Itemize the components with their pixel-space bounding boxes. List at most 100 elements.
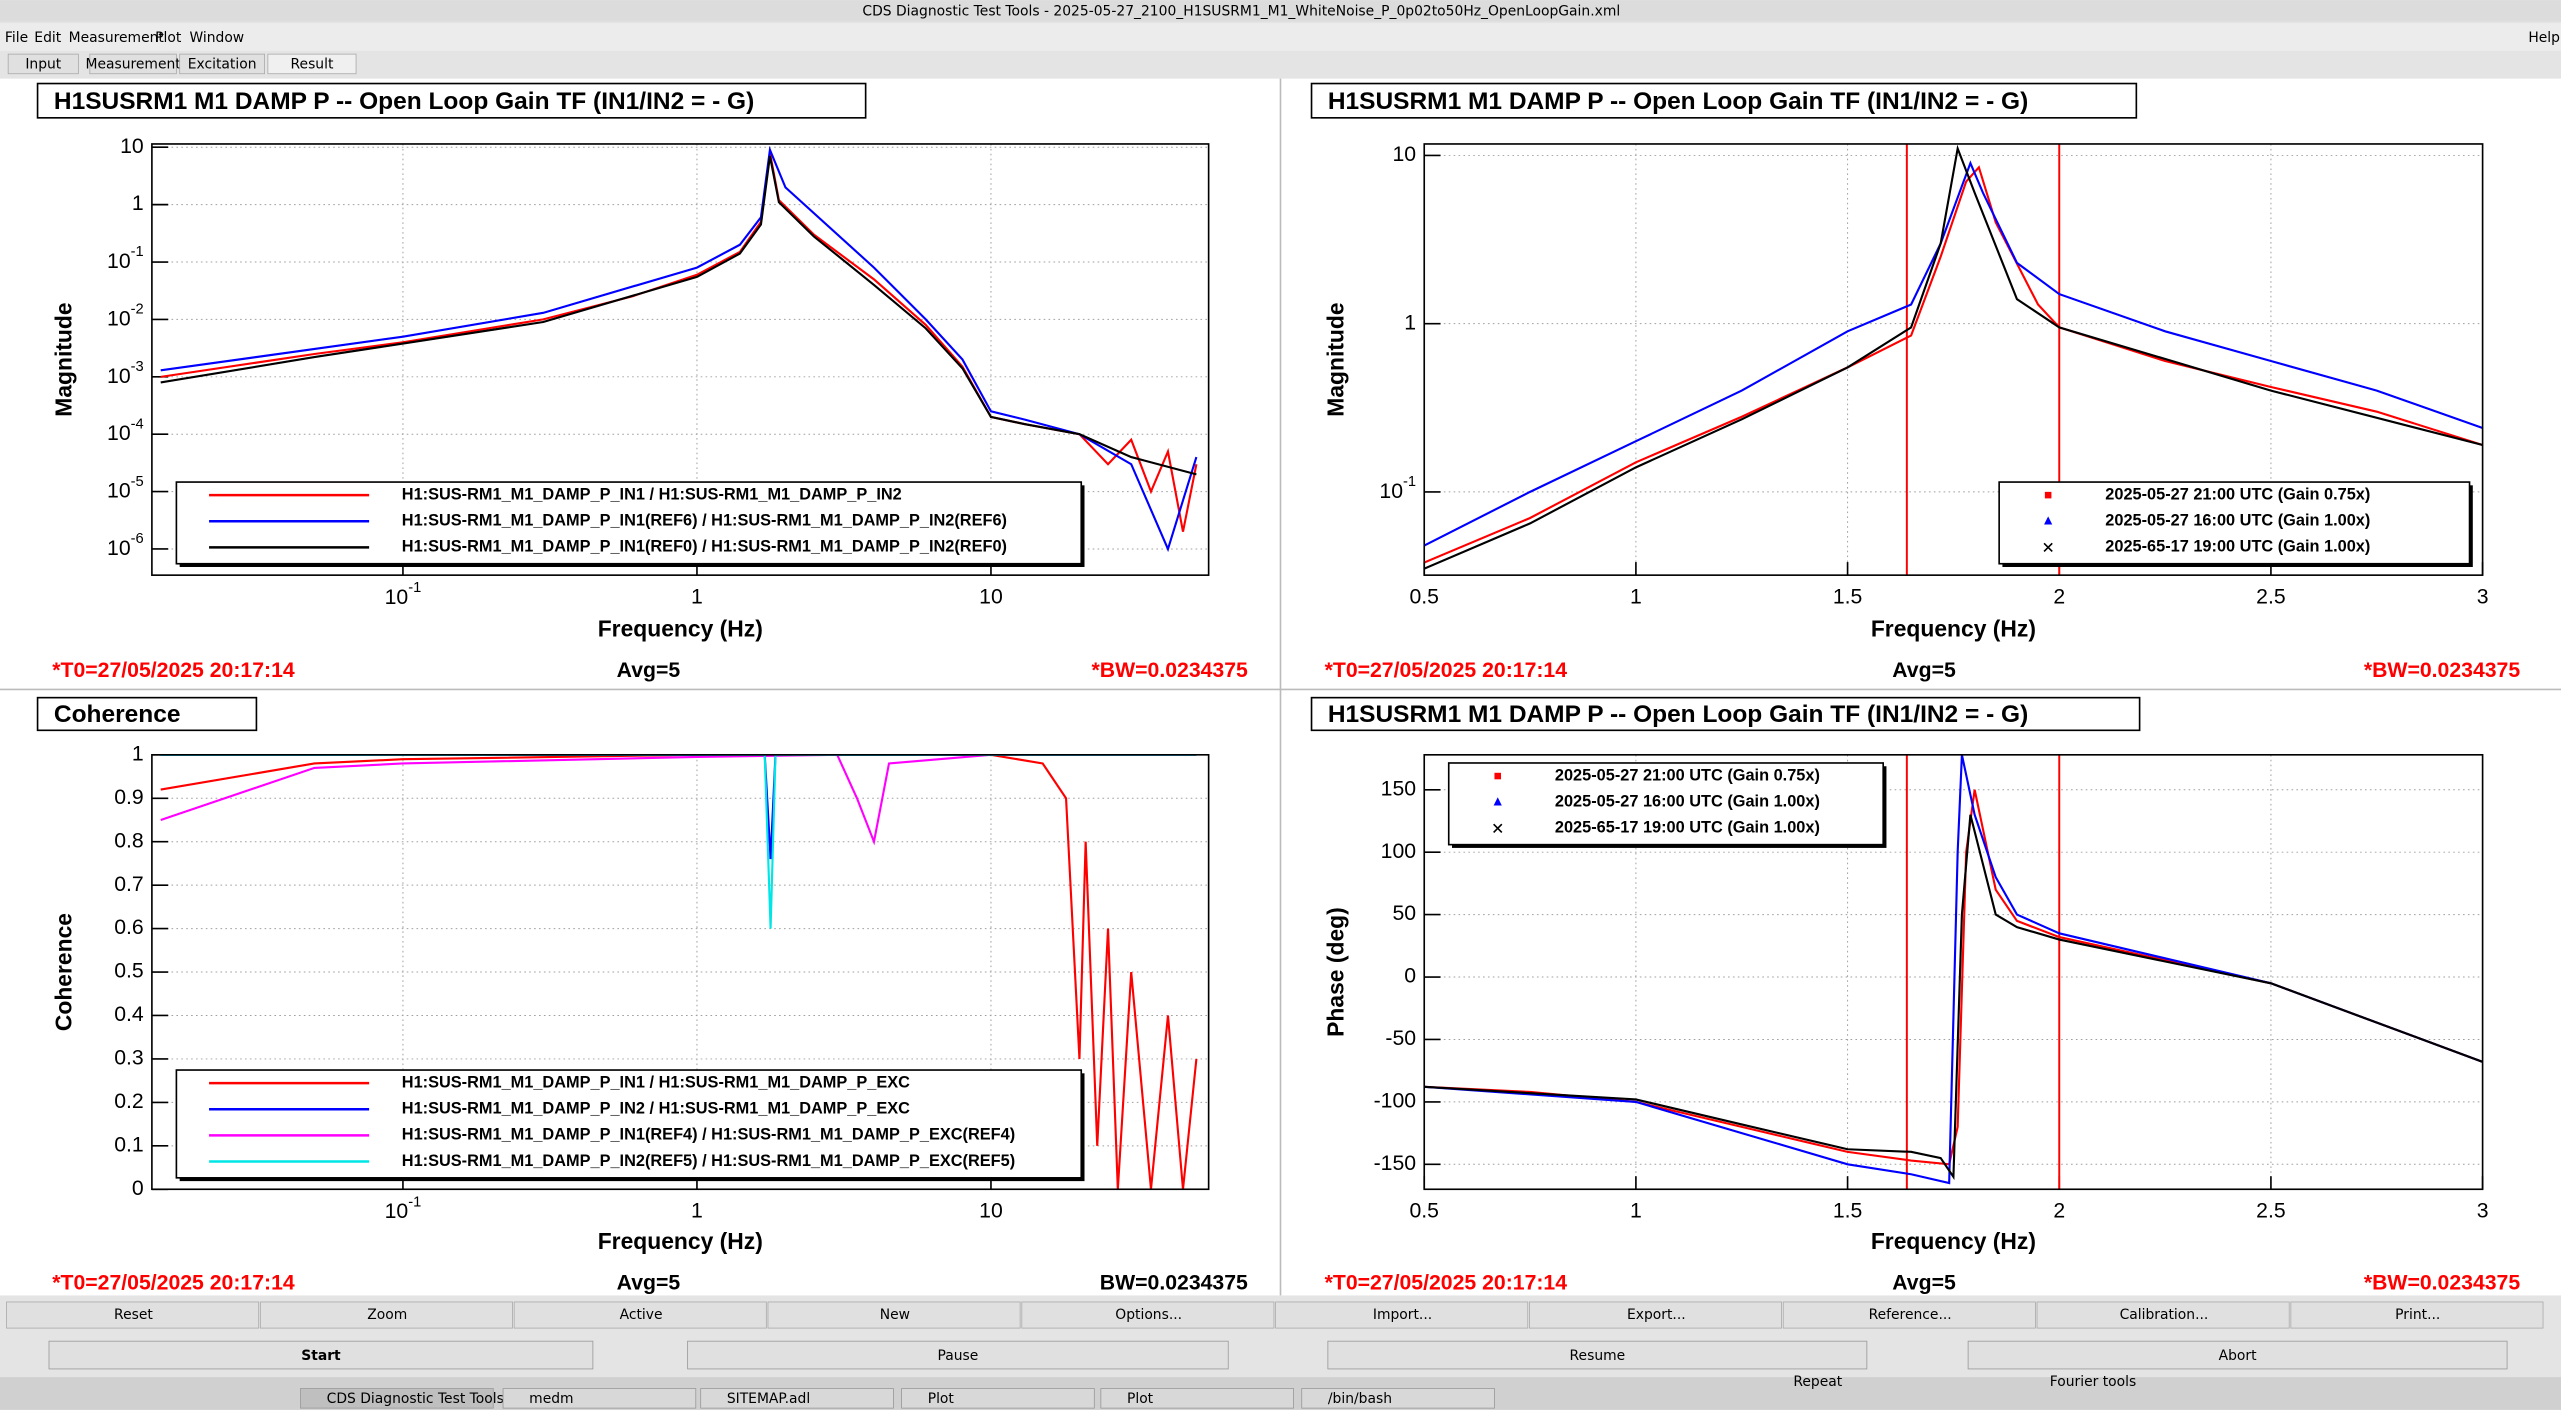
tick-label: 0.4 [114, 1003, 144, 1026]
legend-box [1998, 481, 2471, 565]
tick-label: 0.3 [114, 1047, 144, 1070]
data-line [160, 754, 1197, 929]
taskbar-item[interactable] [300, 1388, 494, 1409]
plot-border [151, 143, 1210, 576]
footer-text: *T0=27/05/2025 20:17:14 [1325, 659, 1568, 682]
taskbar-item[interactable] [1301, 1388, 1495, 1409]
button[interactable] [1275, 1301, 1529, 1329]
button-label[interactable]: Zoom [367, 1307, 407, 1323]
panel-title: H1SUSRM1 M1 DAMP P -- Open Loop Gain TF … [1328, 88, 2028, 115]
button-label[interactable]: Active [620, 1307, 663, 1323]
taskbar-item[interactable] [1100, 1388, 1294, 1409]
data-line [1424, 789, 2483, 1166]
tick-label: 0 [1404, 965, 1416, 988]
footer-text: Avg=5 [1892, 659, 1956, 682]
tick-exp: -6 [131, 531, 144, 547]
taskbar-label[interactable]: SITEMAP.adl [727, 1391, 810, 1407]
footer-text: *T0=27/05/2025 20:17:14 [52, 659, 295, 682]
tab-bar [0, 52, 2561, 76]
tick-label: 0 [132, 1177, 144, 1200]
legend-label: H1:SUS-RM1_M1_DAMP_P_IN2(REF5) / H1:SUS-… [402, 1152, 1015, 1170]
panel-title-box [1310, 82, 2138, 119]
menu-item[interactable]: Plot [155, 30, 182, 46]
menu-item[interactable]: Window [189, 30, 244, 46]
data-line [160, 155, 1197, 476]
tick-exp: -1 [131, 244, 144, 260]
menu-help[interactable]: Help [2528, 30, 2560, 46]
tab-label[interactable]: Input [25, 57, 61, 73]
taskbar-label[interactable]: CDS Diagnostic Test Tools ... [327, 1391, 522, 1407]
tab[interactable] [89, 53, 177, 75]
tick-label: 150 [1381, 777, 1416, 800]
button[interactable] [2036, 1301, 2290, 1329]
tab-label[interactable]: Result [291, 57, 334, 73]
tick-label: 10 [1392, 143, 1416, 166]
tick-label: 0.8 [114, 829, 144, 852]
taskbar-item[interactable] [901, 1388, 1095, 1409]
button[interactable] [6, 1301, 260, 1329]
button-label[interactable]: Options... [1115, 1307, 1182, 1323]
tick-label: 10-3 [107, 359, 144, 388]
tick-base: 10 [385, 586, 409, 609]
control-button[interactable] [1327, 1340, 1868, 1370]
y-axis-label: Phase (deg) [1323, 907, 1349, 1037]
menu-item[interactable]: File [5, 30, 28, 46]
panel-title-box [1310, 696, 2141, 732]
button-label[interactable]: Print... [2395, 1307, 2440, 1323]
taskbar-label[interactable]: medm [529, 1391, 573, 1407]
control-button[interactable] [48, 1340, 594, 1370]
tick-label: 1 [1630, 1200, 1642, 1223]
taskbar-item[interactable] [502, 1388, 697, 1409]
taskbar-item[interactable] [700, 1388, 894, 1409]
button[interactable] [1021, 1301, 1275, 1329]
taskbar-label[interactable]: Plot [1127, 1391, 1154, 1407]
footer-text: Avg=5 [617, 659, 681, 682]
legend-label: 2025-05-27 16:00 UTC (Gain 1.00x) [2105, 512, 2370, 530]
control-label[interactable]: Start [301, 1348, 341, 1364]
tick-label: 1 [1630, 586, 1642, 609]
button[interactable] [513, 1301, 767, 1329]
tick-label: -100 [1374, 1089, 1416, 1112]
control-button[interactable] [687, 1340, 1229, 1370]
tab-label[interactable]: Measurement [85, 57, 181, 73]
button-label[interactable]: Export... [1627, 1307, 1686, 1323]
legend-label: 2025-05-27 21:00 UTC (Gain 0.75x) [1555, 766, 1820, 784]
tab[interactable] [7, 53, 79, 75]
taskbar-label[interactable]: Plot [928, 1391, 955, 1407]
tick-label: 10-6 [107, 531, 144, 560]
tick-exp: -1 [1403, 474, 1416, 490]
tick-exp: -1 [408, 1194, 421, 1210]
tab[interactable] [267, 53, 357, 75]
tab-label[interactable]: Excitation [188, 57, 257, 73]
x-axis-label: Frequency (Hz) [598, 616, 763, 642]
footer-text: *BW=0.0234375 [2364, 659, 2521, 682]
control-label[interactable]: Abort [2219, 1348, 2257, 1364]
tick-label: 0.9 [114, 786, 144, 809]
tick-base: 10 [385, 1200, 409, 1223]
tick-label: 10-1 [385, 1194, 422, 1223]
button-label[interactable]: New [880, 1307, 910, 1323]
menu-item[interactable]: Edit [34, 30, 61, 46]
button-label[interactable]: Reset [114, 1307, 153, 1323]
control-label[interactable]: Pause [938, 1348, 979, 1364]
y-axis-label: Magnitude [1323, 302, 1349, 416]
menu-item[interactable]: Measurement [69, 30, 165, 46]
button-label[interactable]: Reference... [1869, 1307, 1952, 1323]
button[interactable] [1529, 1301, 1783, 1329]
button[interactable] [2290, 1301, 2544, 1329]
plot-border [1423, 753, 2484, 1191]
tick-label: 0.6 [114, 916, 144, 939]
tab[interactable] [179, 53, 266, 75]
tick-label: 10-5 [107, 474, 144, 503]
control-button[interactable] [1967, 1340, 2508, 1370]
footer-text: Avg=5 [617, 1272, 681, 1295]
button[interactable] [259, 1301, 513, 1329]
legend-label: H1:SUS-RM1_M1_DAMP_P_IN1(REF6) / H1:SUS-… [402, 512, 1007, 530]
control-label[interactable]: Resume [1570, 1348, 1626, 1364]
button-label[interactable]: Calibration... [2120, 1307, 2209, 1323]
tick-base: 10 [107, 307, 131, 330]
taskbar-label[interactable]: /bin/bash [1328, 1391, 1392, 1407]
button-label[interactable]: Import... [1373, 1307, 1432, 1323]
button[interactable] [1782, 1301, 2036, 1329]
button[interactable] [767, 1301, 1021, 1329]
